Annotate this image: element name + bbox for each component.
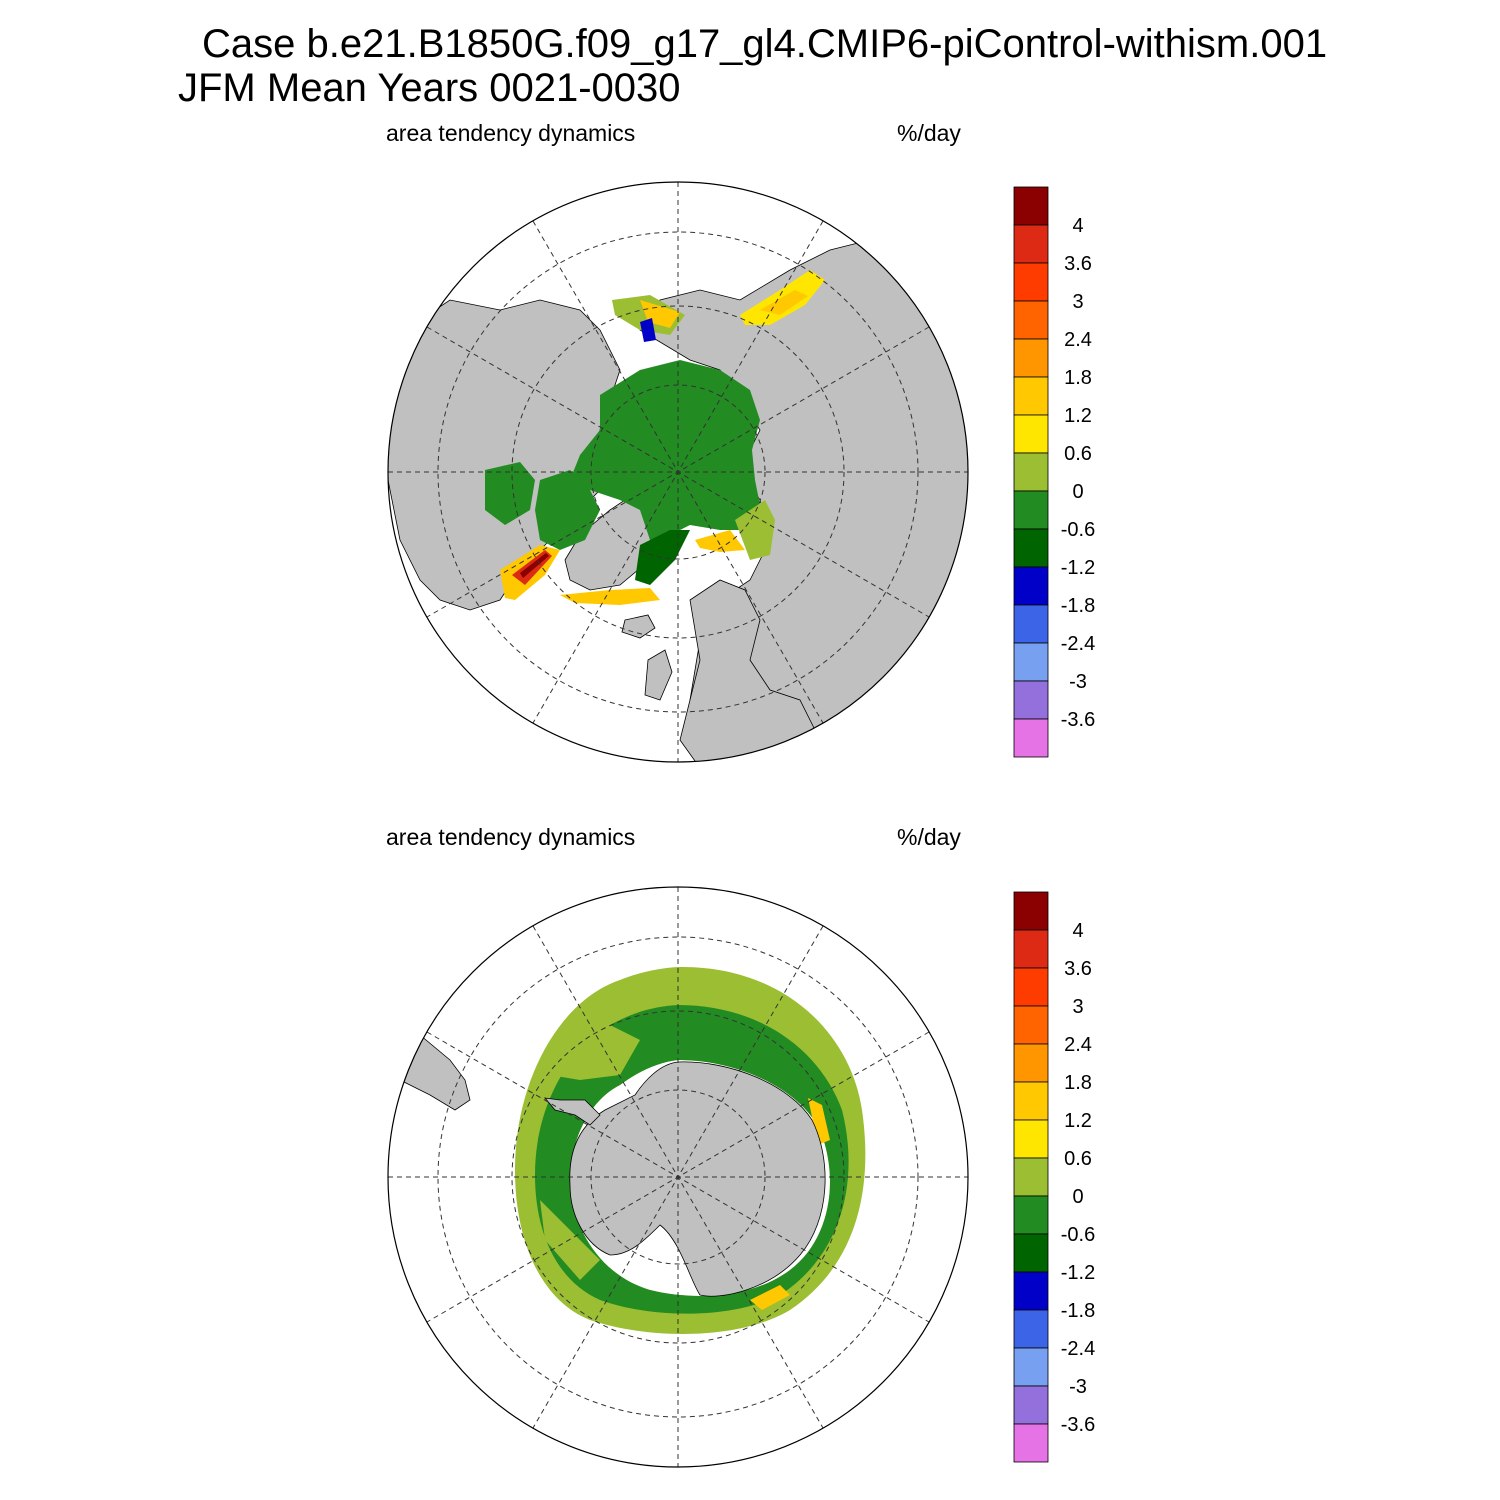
south-colorbar-tick-label: 1.2 [1064,1110,1092,1132]
south-colorbar-box [1013,967,1049,1007]
north-graticule [388,182,968,762]
weddell-light-patch [545,1020,640,1080]
south-colorbar-box [1013,1043,1049,1083]
north-colorbar-tick-label: 4 [1072,215,1083,237]
south-colorbar: 4 3.6 3 2.4 1.8 1.2 0.6 0 -0.6 -1.2 -1.8 -2.4 -3 -3.6 [1013,891,1095,1463]
kara-margin [735,500,775,560]
south-colorbar-tick-label: 3.6 [1064,958,1092,980]
north-colorbar-box [1013,566,1049,606]
south-colorbar-tick-label: -1.8 [1061,1300,1095,1322]
south-colorbar-box [1013,1309,1049,1349]
period-title: JFM Mean Years 0021-0030 [178,66,681,110]
north-colorbar-box [1013,224,1049,264]
north-colorbar-tick-label: 3.6 [1064,253,1092,275]
south-polar-map [387,886,969,1468]
case-title: Case b.e21.B1850G.f09_g17_gl4.CMIP6-piCo… [202,22,1328,66]
north-colorbar-box [1013,680,1049,720]
south-colorbar-box [1013,1271,1049,1311]
south-variable-label: area tendency dynamics [386,824,636,850]
north-colorbar-box [1013,262,1049,302]
south-colorbar-tick-label: 2.4 [1064,1034,1092,1056]
south-colorbar-tick-label: 0 [1072,1186,1083,1208]
south-colorbar-box [1013,1347,1049,1387]
north-polar-map [387,181,969,763]
south-colorbar-tick-label: 3 [1072,996,1083,1018]
south-colorbar-box [1013,891,1049,931]
south-colorbar-box [1013,1081,1049,1121]
baffin-bay-ice [535,470,600,550]
north-colorbar-tick-label: -0.6 [1061,519,1095,541]
north-colorbar-box [1013,186,1049,226]
north-colorbar-tick-label: -3.6 [1061,709,1095,731]
south-colorbar-box [1013,929,1049,969]
south-colorbar-tick-label: -0.6 [1061,1224,1095,1246]
south-colorbar-box [1013,1119,1049,1159]
indian-light-patch [540,1200,600,1280]
north-colorbar-tick-label: 1.8 [1064,367,1092,389]
south-sea-ice-field [515,966,866,1334]
north-units-label: %/day [897,120,961,146]
north-colorbar-tick-label: 0.6 [1064,443,1092,465]
north-colorbar-box [1013,338,1049,378]
north-colorbar-tick-label: 3 [1072,291,1083,313]
south-colorbar-tick-label: -2.4 [1061,1338,1095,1360]
iceland-land [621,614,656,639]
greenland-sea-yellow [560,588,660,605]
north-colorbar-tick-label: -1.8 [1061,595,1095,617]
south-colorbar-tick-label: 4 [1072,920,1083,942]
north-colorbar-box [1013,414,1049,454]
antarctica-land [569,1061,826,1297]
europe-land [679,579,821,762]
ross-yellow [750,1285,790,1310]
north-colorbar-box [1013,718,1049,758]
north-map-border [387,181,969,763]
north-colorbar-tick-label: -2.4 [1061,633,1095,655]
south-colorbar-box [1013,1385,1049,1425]
south-colorbar-box [1013,1423,1049,1463]
north-colorbar-tick-label: -3 [1069,671,1087,693]
north-colorbar-box [1013,376,1049,416]
north-colorbar-box [1013,490,1049,530]
greenland-sea-dark [635,530,690,585]
north-colorbar-tick-label: -1.2 [1061,557,1095,579]
bering-blue [640,318,656,342]
north-land [388,239,968,762]
barents-edge [695,530,745,552]
north-colorbar-box [1013,642,1049,682]
north-colorbar: 4 3.6 3 2.4 1.8 1.2 0.6 0 -0.6 -1.2 -1.8 -2.4 -3 -3.6 [1013,186,1095,758]
south-colorbar-box [1013,1233,1049,1273]
south-colorbar-tick-label: -3.6 [1061,1414,1095,1436]
north-colorbar-tick-label: 0 [1072,481,1083,503]
east-antarctic-yellow [808,1098,830,1145]
british-isles-land [644,649,673,701]
north-colorbar-box [1013,528,1049,568]
southern-ocean-ice-inner [535,1005,849,1314]
south-colorbar-box [1013,1005,1049,1045]
south-units-label: %/day [897,824,961,850]
north-colorbar-box [1013,452,1049,492]
south-colorbar-box [1013,1157,1049,1197]
north-colorbar-box [1013,300,1049,340]
south-colorbar-tick-label: -3 [1069,1376,1087,1398]
south-colorbar-tick-label: 0.6 [1064,1148,1092,1170]
north-colorbar-box [1013,604,1049,644]
south-map-border [387,886,969,1468]
north-colorbar-tick-label: 1.2 [1064,405,1092,427]
hudson-bay-ice [485,462,535,525]
north-colorbar-tick-label: 2.4 [1064,329,1092,351]
south-colorbar-box [1013,1195,1049,1235]
south-colorbar-tick-label: -1.2 [1061,1262,1095,1284]
labrador-dark-red [520,553,549,578]
antarctic-peninsula-land [544,1097,601,1126]
south-graticule [388,887,968,1467]
north-variable-label: area tendency dynamics [386,120,636,146]
south-colorbar-tick-label: 1.8 [1064,1072,1092,1094]
